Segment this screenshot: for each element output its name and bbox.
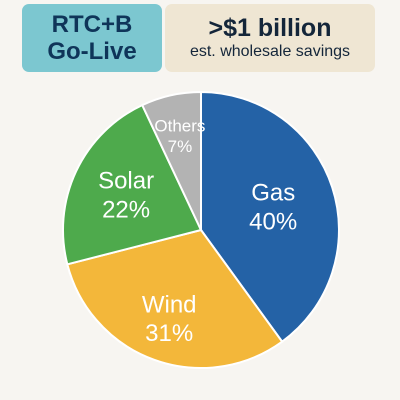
- pie-slice-gas: [200, 90, 340, 344]
- slice-label-others: Others: [154, 117, 205, 136]
- slice-value-solar: 22%: [102, 197, 150, 224]
- savings-subtext: est. wholesale savings: [189, 43, 351, 60]
- savings-headline: >$1 billion: [208, 14, 332, 42]
- pie-slice-solar: [62, 103, 203, 266]
- slice-label-wind: Wind: [142, 291, 197, 318]
- slice-value-others: 7%: [168, 137, 193, 156]
- slice-value-gas: 40%: [249, 208, 297, 235]
- pie-slice-others: [140, 90, 202, 231]
- savings-badge: >$1 billion est. wholesale savings: [165, 4, 375, 72]
- go-live-subtitle: Go-Live: [47, 38, 137, 65]
- slice-label-gas: Gas: [251, 180, 295, 207]
- go-live-badge: RTC+B Go-Live: [22, 4, 162, 72]
- pie-slice-wind: [66, 228, 284, 369]
- slice-label-solar: Solar: [98, 168, 154, 195]
- go-live-title: RTC+B: [51, 11, 133, 38]
- slice-value-wind: 31%: [145, 320, 193, 347]
